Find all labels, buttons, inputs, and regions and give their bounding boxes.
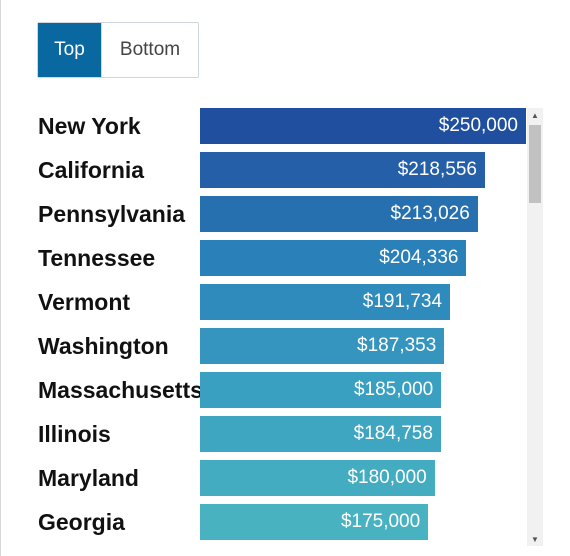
bottom-button[interactable]: Bottom xyxy=(101,23,198,77)
state-label: Tennessee xyxy=(38,245,156,271)
bar: $191,734 xyxy=(200,284,451,320)
bar-row: Washington $187,353 xyxy=(0,328,543,364)
bar-row: Massachusetts $185,000 xyxy=(0,372,543,408)
state-label: Maryland xyxy=(38,465,139,491)
bar-row: California $218,556 xyxy=(0,152,543,188)
state-label: New York xyxy=(38,113,141,139)
bar: $250,000 xyxy=(200,108,526,144)
bar-value-label: $213,026 xyxy=(390,203,470,224)
bar-row: Pennsylvania $213,026 xyxy=(0,196,543,232)
state-label: Massachusetts xyxy=(38,377,200,403)
bar-value-label: $250,000 xyxy=(438,115,518,136)
state-label: Washington xyxy=(38,333,169,359)
bar-value-label: $187,353 xyxy=(357,335,437,356)
arrow-up-icon[interactable]: ▲ xyxy=(531,110,539,120)
bar-value-label: $204,336 xyxy=(379,247,459,268)
chart-scrollbar[interactable]: ▲ ▼ xyxy=(527,108,543,546)
bar: $204,336 xyxy=(200,240,467,276)
bar-row: Illinois $184,758 xyxy=(0,416,543,452)
bar: $184,758 xyxy=(200,416,441,452)
bar: $175,000 xyxy=(200,504,429,540)
top-button[interactable]: Top xyxy=(38,23,101,77)
state-label: Georgia xyxy=(38,509,125,535)
bar-value-label: $184,758 xyxy=(353,423,433,444)
scroll-thumb[interactable] xyxy=(529,125,541,203)
bar: $185,000 xyxy=(200,372,442,408)
state-label: California xyxy=(38,157,145,183)
top-bottom-toggle: Top Bottom xyxy=(37,22,199,78)
bar: $180,000 xyxy=(200,460,435,496)
bar-row: Georgia $175,000 xyxy=(0,504,543,540)
bar-value-label: $191,734 xyxy=(362,291,443,312)
bar: $187,353 xyxy=(200,328,445,364)
bar-row: Maryland $180,000 xyxy=(0,460,543,496)
bar-value-label: $218,556 xyxy=(397,159,477,180)
bar-value-label: $180,000 xyxy=(347,467,427,488)
bar-row: Vermont $191,734 xyxy=(0,284,543,320)
bar-row: New York $250,000 xyxy=(0,108,543,144)
state-label: Pennsylvania xyxy=(38,201,186,227)
bar-chart: New York $250,000 California $218,556 Pennsy… xyxy=(0,106,543,544)
arrow-down-icon[interactable]: ▼ xyxy=(531,534,539,544)
bar-value-label: $175,000 xyxy=(340,511,421,532)
state-label: Vermont xyxy=(38,289,131,315)
left-border xyxy=(0,0,1,556)
bar-value-label: $185,000 xyxy=(353,379,434,400)
bar: $218,556 xyxy=(200,152,485,188)
state-label: Illinois xyxy=(38,421,111,447)
bar-row: Tennessee $204,336 xyxy=(0,240,543,276)
bar: $213,026 xyxy=(200,196,478,232)
